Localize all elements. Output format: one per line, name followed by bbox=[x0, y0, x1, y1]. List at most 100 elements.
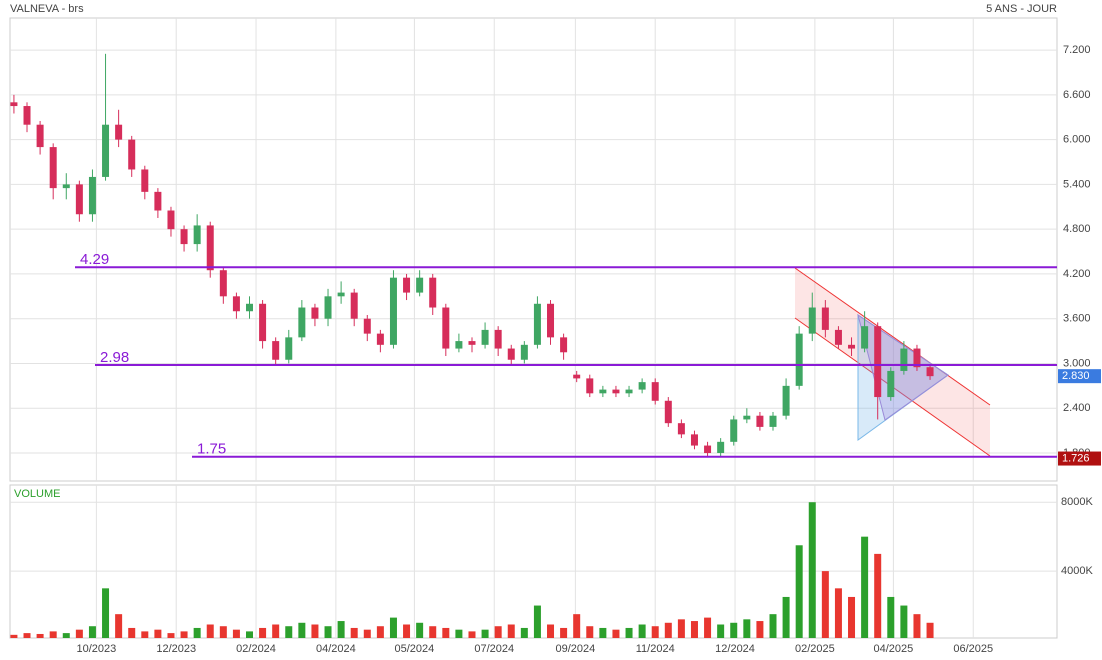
volume-bar bbox=[442, 627, 450, 638]
candle-body bbox=[455, 341, 463, 349]
volume-bar bbox=[455, 629, 463, 638]
candle-body bbox=[403, 277, 411, 293]
volume-bar bbox=[638, 624, 646, 638]
x-tick-label: 11/2024 bbox=[636, 643, 675, 655]
candle-body bbox=[128, 139, 136, 170]
volume-bar bbox=[926, 622, 934, 638]
volume-bar bbox=[690, 621, 698, 638]
candle-body bbox=[10, 102, 18, 107]
volume-bar bbox=[612, 629, 620, 638]
channel-edge bbox=[794, 267, 991, 406]
candle-body bbox=[259, 303, 267, 342]
candle-body bbox=[782, 385, 790, 416]
candle-body bbox=[664, 400, 672, 424]
volume-bar bbox=[573, 614, 581, 638]
price-tag bbox=[1058, 369, 1101, 384]
y-tick-label: 5.400 bbox=[1063, 178, 1091, 190]
volume-title: VOLUME bbox=[14, 488, 60, 500]
candle-body bbox=[795, 333, 803, 386]
volume-bar bbox=[180, 631, 188, 638]
candle-body bbox=[429, 277, 437, 308]
volume-bar bbox=[128, 627, 136, 638]
candle-body bbox=[481, 329, 489, 345]
volume-panel bbox=[9, 484, 1058, 639]
candle-body bbox=[272, 341, 280, 360]
volume-bar bbox=[311, 624, 319, 638]
candle-body bbox=[612, 389, 620, 394]
volume-bar bbox=[193, 627, 201, 638]
candle-body bbox=[743, 415, 751, 420]
candle-body bbox=[88, 176, 96, 215]
volume-bar bbox=[782, 596, 790, 638]
volume-bar bbox=[154, 629, 162, 638]
volume-bar bbox=[272, 624, 280, 638]
volume-bar bbox=[350, 627, 358, 638]
candle-body bbox=[167, 210, 175, 230]
candle-body bbox=[834, 329, 842, 345]
candle-body bbox=[49, 147, 57, 189]
candle-body bbox=[507, 348, 515, 360]
volume-bar bbox=[363, 629, 371, 638]
x-tick-label: 10/2023 bbox=[76, 643, 116, 655]
candle-body bbox=[350, 292, 358, 319]
volume-bar bbox=[560, 627, 568, 638]
volume-bar bbox=[167, 633, 175, 638]
candle-body bbox=[520, 344, 528, 360]
candle-body bbox=[690, 434, 698, 446]
candle-body bbox=[769, 415, 777, 427]
volume-bar bbox=[874, 553, 882, 638]
candle-body bbox=[573, 374, 581, 379]
candle-body bbox=[848, 344, 856, 349]
level-label: 2.98 bbox=[100, 349, 129, 366]
y-tick-label: 4.800 bbox=[1063, 223, 1091, 235]
volume-bar bbox=[10, 634, 18, 638]
candle-body bbox=[874, 326, 882, 398]
x-tick-label: 04/2024 bbox=[316, 643, 356, 655]
volume-bar bbox=[141, 631, 149, 638]
candle-body bbox=[389, 277, 397, 345]
volume-bar bbox=[821, 571, 829, 638]
candle-body bbox=[180, 229, 188, 245]
volume-bar bbox=[298, 622, 306, 638]
volume-bar bbox=[403, 624, 411, 638]
y-tick-label: 6.600 bbox=[1063, 89, 1091, 101]
volume-bar bbox=[115, 614, 123, 638]
volume-bar bbox=[834, 588, 842, 638]
candle-body bbox=[926, 367, 934, 377]
price-tag bbox=[1058, 451, 1101, 466]
volume-bar bbox=[416, 622, 424, 638]
volume-bar bbox=[23, 633, 31, 638]
candle-body bbox=[586, 378, 594, 394]
y-tick-label: 3.600 bbox=[1063, 313, 1091, 325]
level-label: 1.75 bbox=[197, 441, 226, 458]
candle-body bbox=[298, 307, 306, 338]
candle-body bbox=[363, 318, 371, 334]
volume-bar bbox=[389, 617, 397, 638]
volume-bar bbox=[324, 626, 332, 638]
price-tag-label: 1.726 bbox=[1062, 452, 1090, 464]
volume-bar bbox=[533, 605, 541, 638]
volume-bar bbox=[102, 588, 110, 638]
candle-body bbox=[861, 326, 869, 349]
candle-body bbox=[533, 303, 541, 345]
candle-body bbox=[625, 389, 633, 394]
candle-body bbox=[416, 277, 424, 293]
y-tick-label: 7.200 bbox=[1063, 44, 1091, 56]
volume-bar bbox=[429, 626, 437, 638]
volume-bar bbox=[861, 536, 869, 638]
candle-body bbox=[141, 169, 149, 192]
y-tick-label: 4.200 bbox=[1063, 268, 1091, 280]
x-tick-label: 09/2024 bbox=[555, 643, 595, 655]
volume-bar bbox=[677, 619, 685, 638]
volume-bar bbox=[900, 605, 908, 638]
x-tick-label: 12/2023 bbox=[156, 643, 196, 655]
candle-body bbox=[651, 382, 659, 401]
candle-body bbox=[62, 184, 70, 189]
candle-body bbox=[677, 423, 685, 435]
volume-bar bbox=[376, 626, 384, 638]
volume-bar bbox=[62, 633, 70, 638]
y-tick-label: 3.000 bbox=[1063, 357, 1091, 369]
volume-bar bbox=[848, 596, 856, 638]
candle-body bbox=[115, 124, 123, 140]
